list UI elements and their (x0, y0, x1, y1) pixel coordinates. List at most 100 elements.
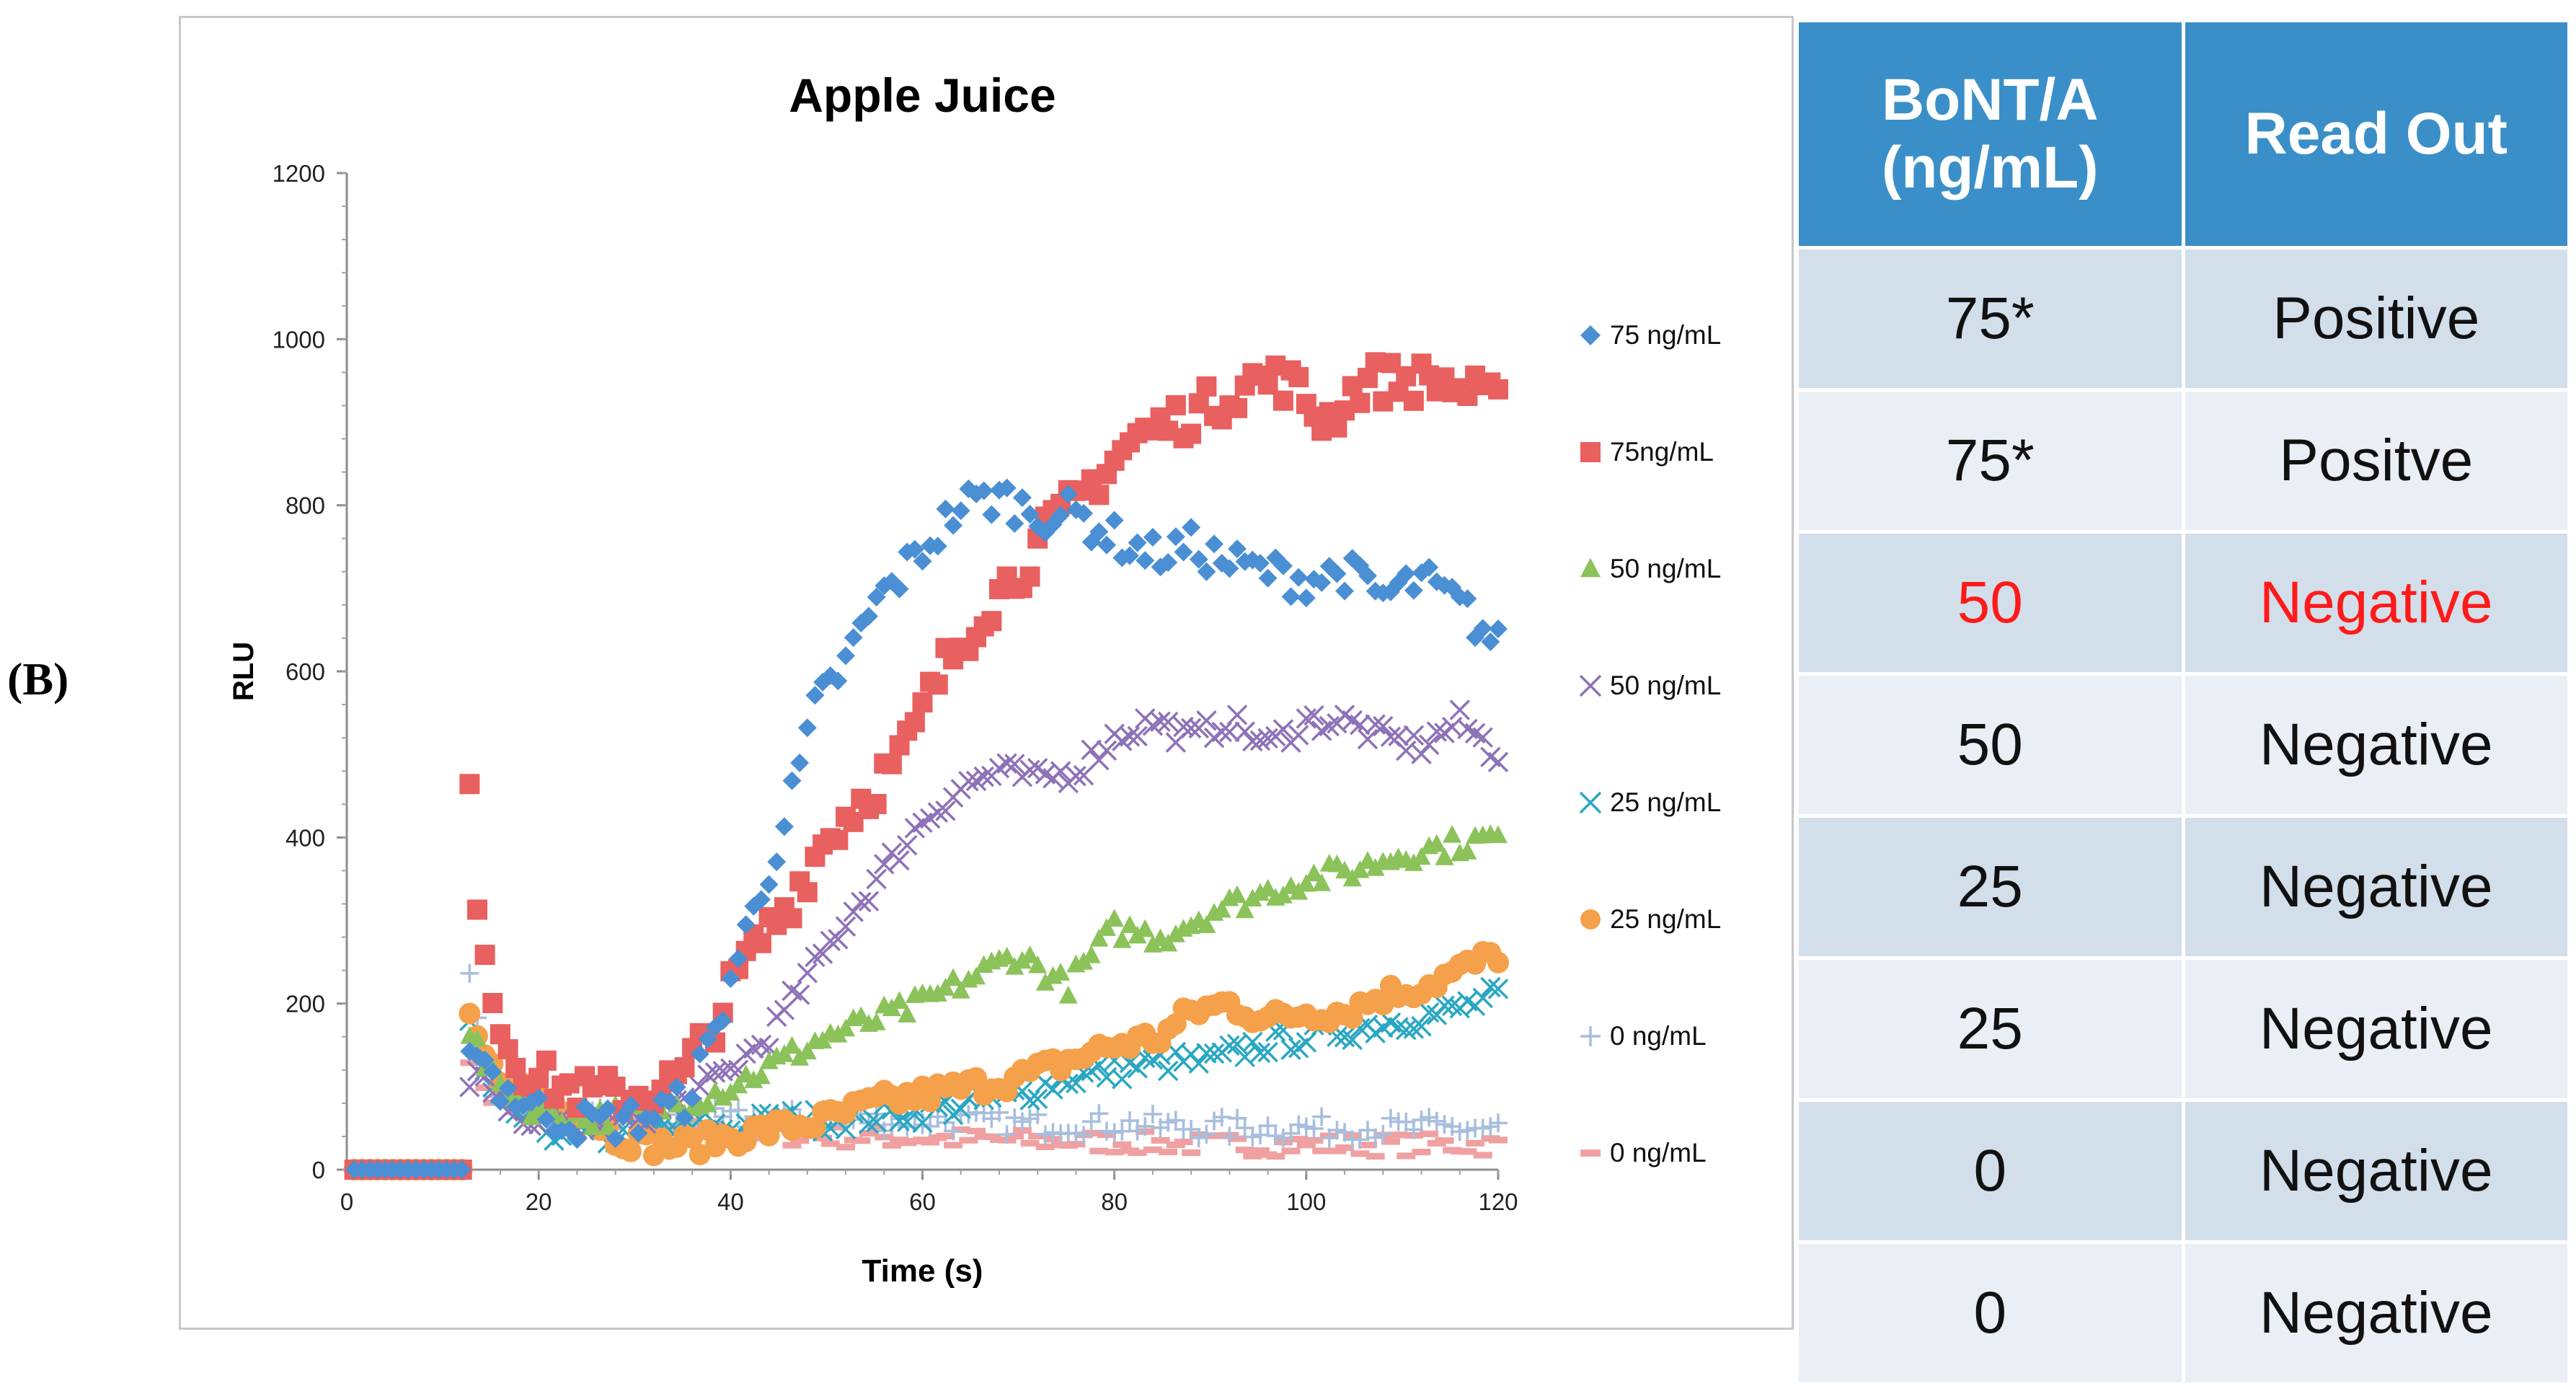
data-point (936, 1132, 955, 1139)
data-point (1272, 390, 1293, 411)
data-point (1449, 699, 1471, 720)
data-point (497, 1039, 518, 1060)
header-concentration-label: BoNT/A (ng/mL) (1881, 66, 2099, 200)
data-point (859, 606, 878, 626)
data-point (936, 978, 955, 996)
data-point (728, 949, 748, 968)
data-point (474, 945, 495, 966)
data-point (890, 579, 909, 599)
data-point (1020, 505, 1040, 524)
table-row: 75* Positve (1795, 388, 2571, 534)
data-point (1487, 951, 1509, 974)
data-point (1212, 899, 1231, 918)
data-point (1489, 619, 1508, 639)
data-point (944, 968, 963, 986)
data-point (1128, 1149, 1147, 1156)
data-point (1219, 721, 1240, 743)
series-1 (345, 478, 1508, 1179)
data-point (782, 1142, 802, 1149)
data-point (1182, 1149, 1201, 1156)
data-point (751, 1066, 771, 1085)
data-point (1373, 715, 1394, 737)
data-point (1027, 1088, 1048, 1110)
data-point (1197, 1124, 1216, 1144)
data-point (844, 628, 863, 648)
concentration-cell: 25 (1795, 814, 2185, 960)
data-point (1381, 852, 1400, 870)
data-point (797, 882, 818, 903)
data-point (828, 929, 849, 950)
data-point (1196, 376, 1217, 397)
concentration-cell: 0 (1795, 1098, 2185, 1244)
data-point (1058, 485, 1078, 504)
data-point (713, 1011, 732, 1030)
data-point (1397, 1112, 1416, 1131)
data-point (1105, 511, 1124, 530)
data-point (475, 1085, 495, 1092)
data-point (1051, 506, 1071, 525)
y-tick-label: 600 (286, 658, 325, 685)
data-point (789, 984, 810, 1005)
data-point (1235, 900, 1254, 919)
data-point (1412, 847, 1431, 865)
data-point (1081, 945, 1101, 963)
data-point (459, 1077, 480, 1098)
data-point (1266, 1126, 1285, 1146)
data-point (1272, 719, 1294, 740)
data-point (1112, 930, 1132, 948)
data-point (1081, 1129, 1101, 1136)
legend-marker-4 (1579, 674, 1602, 697)
data-point (790, 1137, 810, 1144)
data-point (1028, 955, 1048, 974)
data-point (528, 1067, 549, 1088)
data-point (1397, 564, 1416, 583)
table-row: 0 Negative (1795, 1240, 2571, 1386)
data-point (1358, 1142, 1378, 1149)
data-point (1281, 1124, 1301, 1143)
data-point (1119, 726, 1141, 747)
data-point (1473, 1152, 1492, 1159)
data-point (1097, 535, 1117, 555)
data-point (1296, 1142, 1316, 1149)
data-point (1028, 1132, 1048, 1139)
readout-cell: Positive (2181, 246, 2571, 392)
y-tick-label: 400 (286, 824, 325, 851)
data-point (889, 1111, 910, 1131)
data-point (1258, 878, 1278, 897)
data-point (1289, 568, 1309, 587)
data-point (1420, 1130, 1439, 1137)
table-row: 25 Negative (1795, 956, 2571, 1102)
data-point (1159, 1113, 1178, 1132)
data-point (1281, 587, 1301, 606)
data-point (836, 646, 856, 666)
data-point (1472, 987, 1493, 1009)
data-point (927, 674, 948, 695)
data-point (859, 1130, 878, 1137)
data-point (904, 712, 925, 733)
data-point (851, 891, 872, 913)
data-point (1128, 1121, 1147, 1141)
data-point (1296, 588, 1316, 608)
data-point (1304, 1119, 1324, 1139)
data-point (905, 539, 924, 559)
data-point (1127, 725, 1148, 747)
data-point (667, 1095, 686, 1113)
data-point (1489, 1113, 1508, 1133)
legend-label-2: 75ng/mL (1610, 437, 1714, 467)
data-point (1020, 945, 1040, 963)
data-point (1312, 873, 1332, 891)
table-row: 25 Negative (1795, 814, 2571, 960)
data-point (1334, 1027, 1355, 1048)
data-point (1250, 553, 1270, 573)
chart-title: Apple Juice (789, 69, 1055, 122)
data-point (935, 800, 956, 821)
data-point (1435, 1115, 1454, 1134)
data-point (1159, 1148, 1178, 1155)
data-point (1312, 1107, 1332, 1126)
data-point (598, 1116, 617, 1135)
data-point (959, 1105, 978, 1124)
data-point (912, 692, 933, 713)
data-point (1220, 559, 1239, 578)
readout-cell: Negative (2181, 1240, 2571, 1386)
data-point (1466, 1139, 1485, 1147)
